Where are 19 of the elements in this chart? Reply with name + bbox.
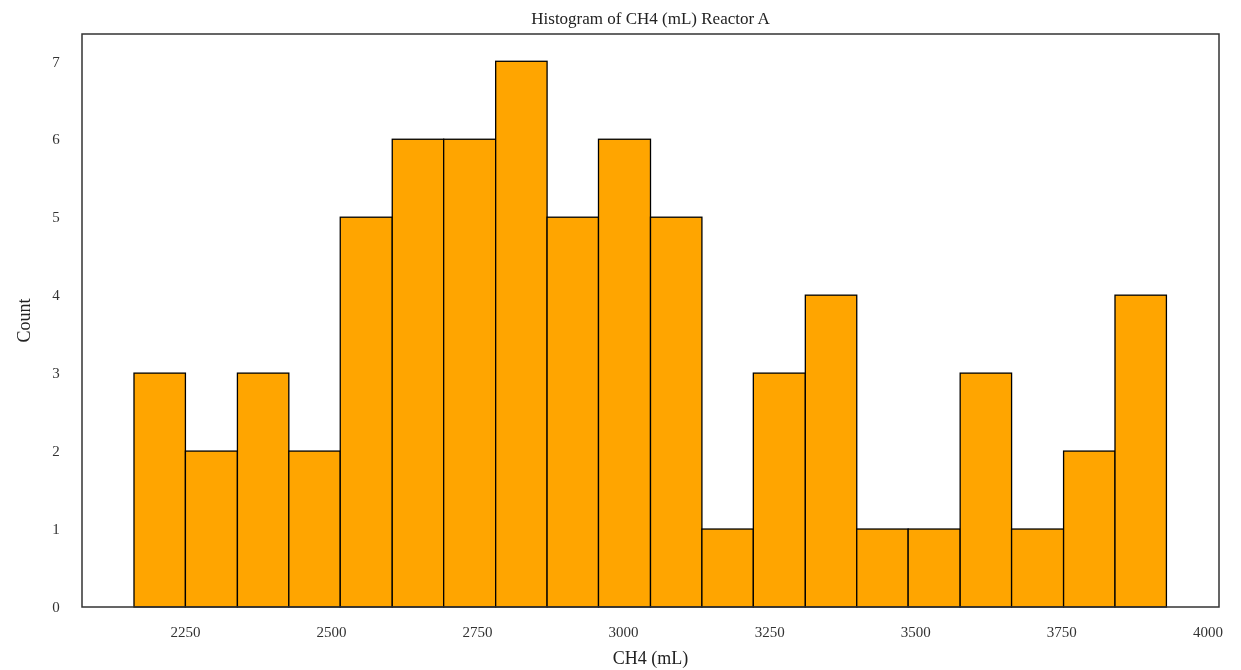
- x-tick-label: 2500: [316, 624, 347, 640]
- x-tick-label: 3500: [900, 624, 931, 640]
- x-axis-title: CH4 (mL): [612, 648, 689, 669]
- x-tick-label: 3750: [1046, 624, 1077, 640]
- y-tick-label: 2: [52, 443, 60, 460]
- x-tick-label: 3000: [608, 624, 639, 640]
- x-tick-label: 3250: [754, 624, 785, 640]
- x-tick-label: 2250: [170, 624, 201, 640]
- y-tick-label: 3: [52, 365, 60, 382]
- x-tick-label: 4000: [1192, 624, 1223, 640]
- y-tick-label: 6: [52, 131, 61, 148]
- y-tick-label: 7: [52, 53, 61, 70]
- y-tick-label: 5: [52, 209, 60, 226]
- x-tick-label: 2750: [462, 624, 493, 640]
- y-tick-label: 0: [52, 599, 60, 616]
- y-tick-label: 1: [52, 521, 60, 538]
- chart-title: Histogram of CH4 (mL) Reactor A: [531, 9, 771, 28]
- y-axis-title: Count: [14, 298, 34, 343]
- y-tick-label: 4: [52, 287, 61, 304]
